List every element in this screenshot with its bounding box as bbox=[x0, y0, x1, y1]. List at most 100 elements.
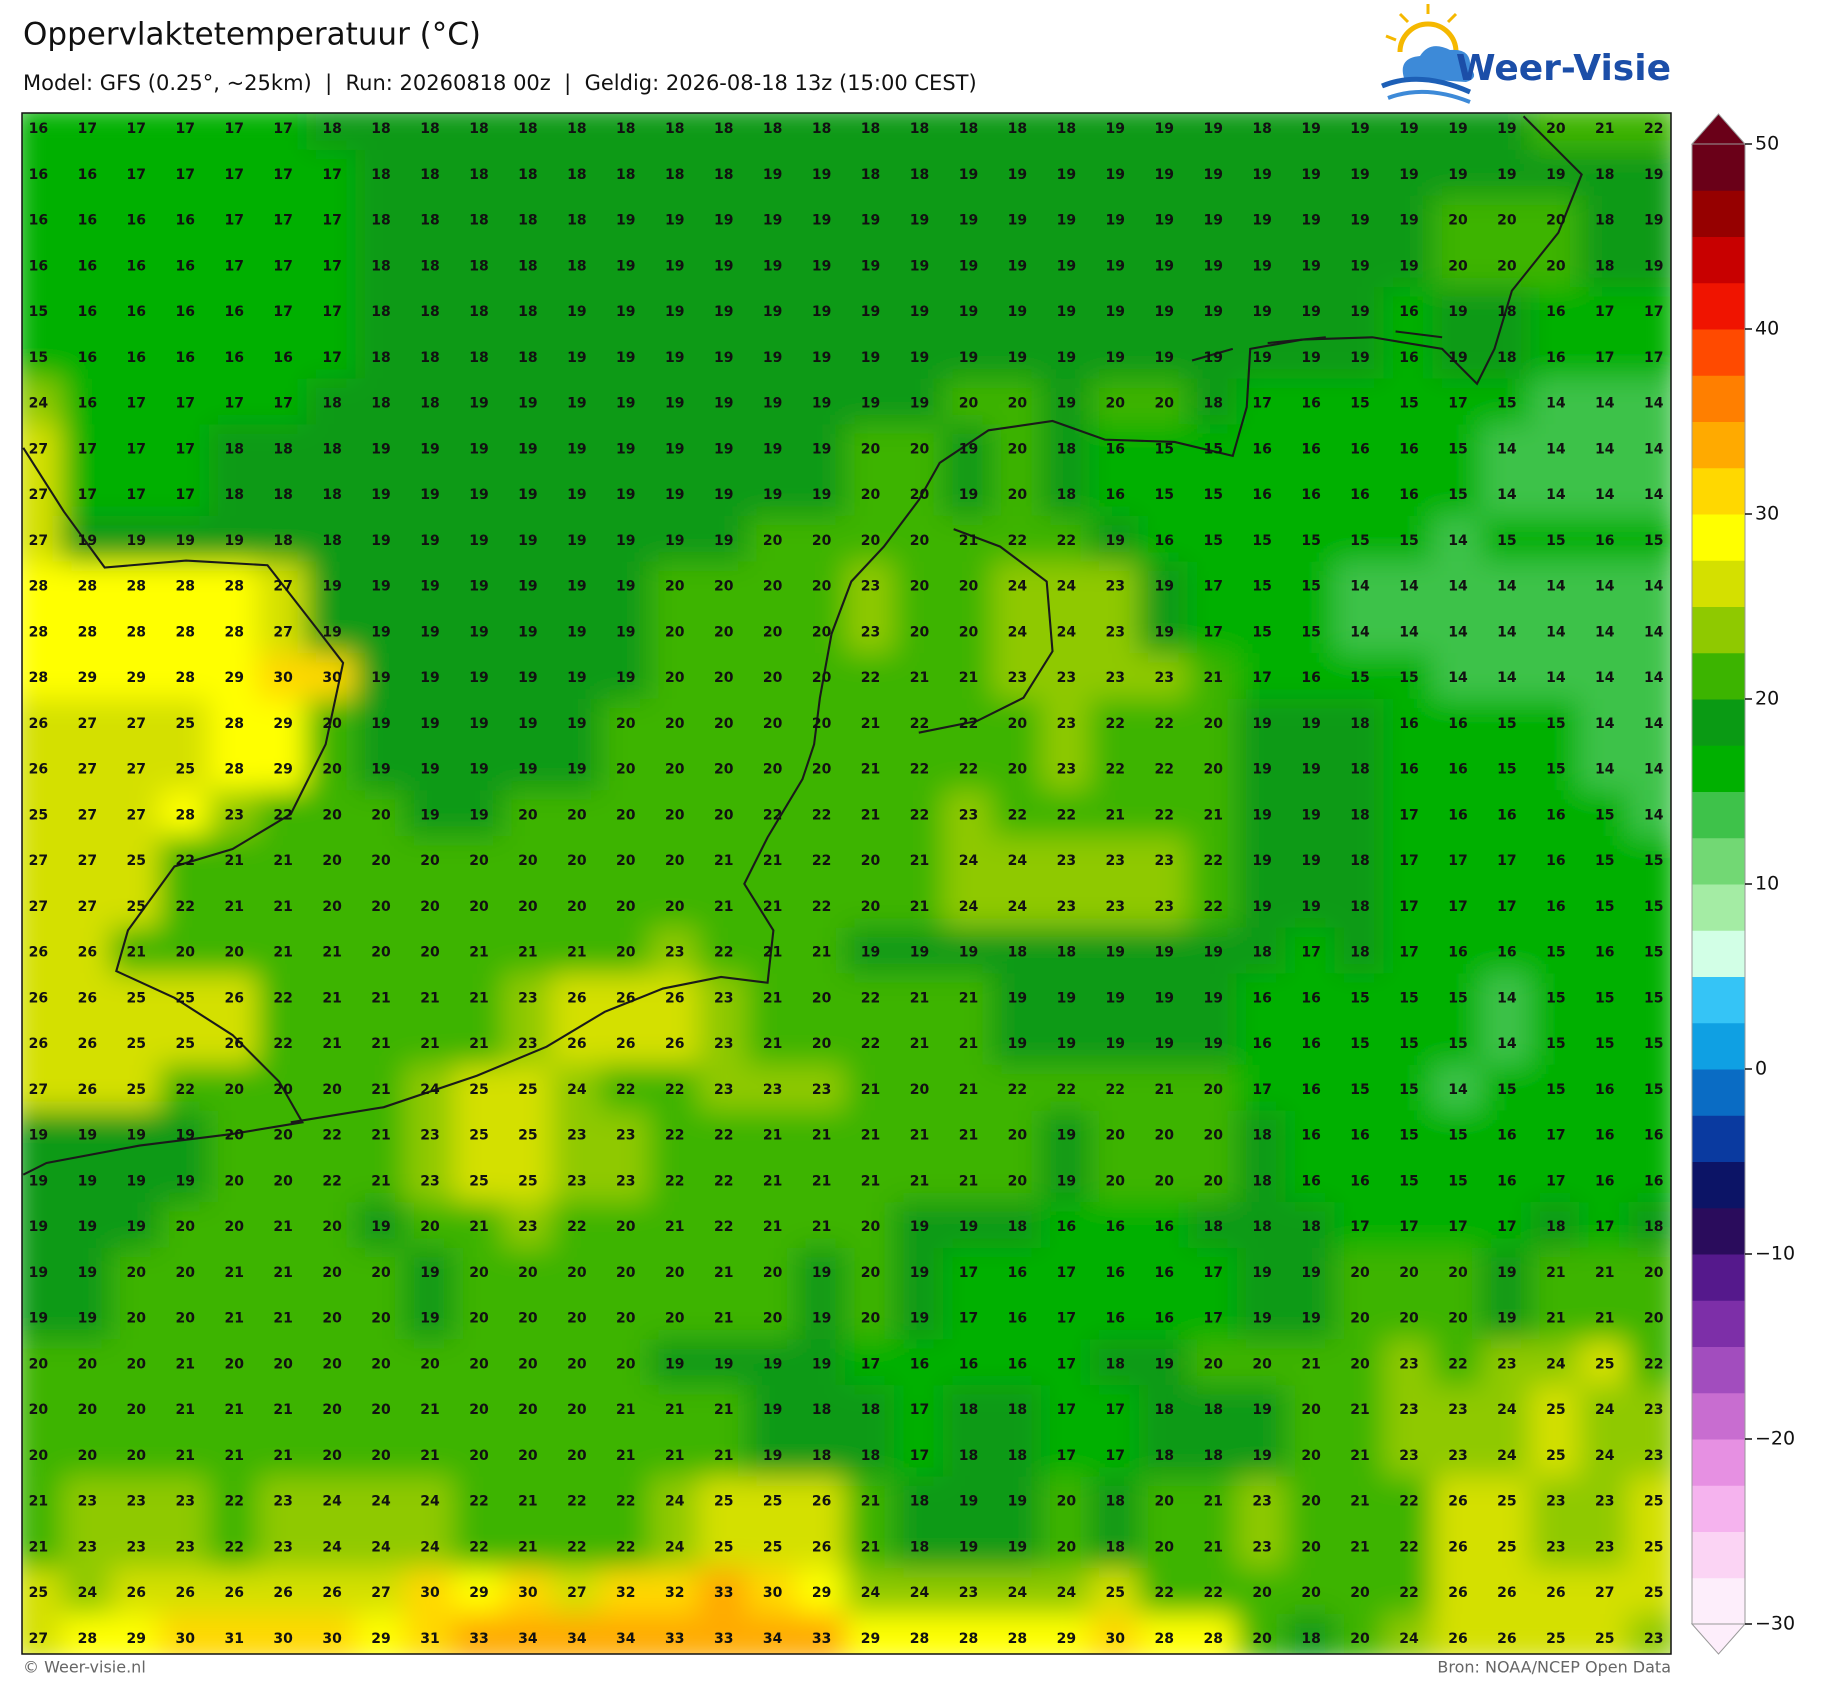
temperature-label: 25 bbox=[29, 1585, 48, 1601]
temperature-cell bbox=[110, 113, 162, 152]
colorbar-segment bbox=[1692, 1161, 1745, 1209]
temperature-cell bbox=[1432, 744, 1484, 793]
temperature-label: 24 bbox=[1008, 624, 1028, 640]
temperature-cell bbox=[796, 378, 848, 427]
temperature-cell bbox=[502, 744, 554, 793]
temperature-label: 18 bbox=[371, 258, 390, 274]
temperature-label: 18 bbox=[714, 121, 733, 137]
temperature-label: 17 bbox=[1057, 1265, 1076, 1281]
temperature-label: 21 bbox=[959, 670, 978, 686]
temperature-cell bbox=[61, 515, 113, 564]
temperature-label: 21 bbox=[1350, 1448, 1369, 1464]
temperature-cell bbox=[1628, 332, 1671, 381]
temperature-label: 22 bbox=[763, 807, 782, 823]
temperature-cell bbox=[404, 113, 456, 152]
temperature-cell bbox=[845, 561, 897, 610]
temperature-label: 20 bbox=[763, 1311, 783, 1327]
temperature-label: 25 bbox=[518, 1173, 537, 1189]
temperature-label: 20 bbox=[322, 1311, 342, 1327]
temperature-label: 24 bbox=[1595, 1402, 1615, 1418]
temperature-cell bbox=[1530, 332, 1582, 381]
temperature-cell bbox=[110, 836, 162, 884]
temperature-cell bbox=[1089, 332, 1141, 381]
temperature-cell bbox=[1481, 836, 1533, 884]
temperature-cell bbox=[1040, 470, 1092, 518]
temperature-label: 19 bbox=[812, 258, 831, 274]
temperature-label: 19 bbox=[616, 213, 635, 229]
temperature-label: 22 bbox=[812, 853, 831, 869]
temperature-label: 20 bbox=[1057, 1539, 1077, 1555]
temperature-cell bbox=[1040, 287, 1092, 335]
temperature-label: 28 bbox=[176, 624, 195, 640]
temperature-label: 27 bbox=[29, 1631, 48, 1647]
temperature-cell bbox=[991, 113, 1043, 152]
temperature-cell bbox=[502, 973, 554, 1022]
temperature-label: 27 bbox=[78, 853, 97, 869]
temperature-cell bbox=[1481, 744, 1533, 793]
temperature-cell bbox=[1383, 149, 1435, 198]
temperature-label: 21 bbox=[763, 1173, 782, 1189]
temperature-label: 20 bbox=[910, 624, 930, 640]
temperature-label: 16 bbox=[1155, 1265, 1174, 1281]
temperature-cell bbox=[502, 149, 554, 198]
temperature-label: 23 bbox=[1252, 1539, 1271, 1555]
temperature-label: 19 bbox=[1497, 1265, 1516, 1281]
temperature-label: 17 bbox=[224, 167, 243, 183]
temperature-label: 18 bbox=[812, 1402, 831, 1418]
temperature-label: 17 bbox=[176, 487, 195, 503]
temperature-label: 20 bbox=[763, 670, 783, 686]
temperature-cell bbox=[110, 515, 162, 564]
temperature-cell bbox=[894, 653, 945, 701]
temperature-label: 20 bbox=[910, 487, 930, 503]
temperature-label: 19 bbox=[1203, 1036, 1222, 1052]
temperature-cell bbox=[796, 1064, 848, 1113]
temperature-label: 19 bbox=[1301, 853, 1320, 869]
temperature-cell bbox=[355, 470, 407, 518]
temperature-label: 22 bbox=[959, 716, 978, 732]
colorbar-segment bbox=[1692, 745, 1745, 792]
colorbar-segment bbox=[1692, 652, 1745, 700]
temperature-cell bbox=[1579, 973, 1631, 1022]
temperature-cell bbox=[1138, 1064, 1190, 1113]
temperature-label: 18 bbox=[567, 167, 586, 183]
temperature-label: 25 bbox=[29, 807, 48, 823]
temperature-label: 23 bbox=[861, 624, 880, 640]
temperature-cell bbox=[991, 1064, 1043, 1113]
temperature-label: 18 bbox=[861, 121, 880, 137]
temperature-label: 20 bbox=[1301, 1494, 1321, 1510]
temperature-label: 14 bbox=[1399, 579, 1419, 595]
temperature-label: 20 bbox=[1448, 258, 1468, 274]
temperature-label: 19 bbox=[616, 533, 635, 549]
temperature-label: 21 bbox=[273, 1265, 292, 1281]
temperature-cell bbox=[502, 424, 554, 473]
temperature-cell bbox=[306, 927, 358, 976]
temperature-label: 20 bbox=[861, 441, 881, 457]
temperature-cell bbox=[1040, 241, 1092, 290]
temperature-label: 19 bbox=[420, 807, 439, 823]
temperature-cell bbox=[61, 195, 113, 244]
temperature-label: 19 bbox=[812, 396, 831, 412]
temperature-cell bbox=[894, 698, 945, 747]
temperature-label: 16 bbox=[1546, 350, 1565, 366]
temperature-label: 15 bbox=[1644, 899, 1663, 915]
temperature-cell bbox=[1138, 973, 1190, 1022]
temperature-cell bbox=[845, 515, 897, 564]
temperature-label: 19 bbox=[665, 441, 684, 457]
temperature-cell bbox=[698, 515, 750, 564]
temperature-label: 17 bbox=[1448, 1219, 1467, 1235]
temperature-cell bbox=[1236, 241, 1288, 290]
temperature-label: 25 bbox=[176, 990, 195, 1006]
temperature-cell bbox=[453, 1110, 505, 1159]
temperature-label: 24 bbox=[78, 1585, 98, 1601]
temperature-cell bbox=[991, 195, 1043, 244]
temperature-label: 23 bbox=[812, 1082, 831, 1098]
temperature-cell bbox=[1432, 607, 1484, 656]
temperature-label: 18 bbox=[959, 121, 978, 137]
temperature-cell bbox=[991, 698, 1043, 747]
temperature-label: 23 bbox=[518, 1219, 537, 1235]
temperature-label: 19 bbox=[714, 396, 733, 412]
temperature-cell bbox=[257, 973, 309, 1022]
temperature-label: 20 bbox=[322, 807, 342, 823]
colorbar-segment bbox=[1692, 467, 1745, 515]
temperature-label: 30 bbox=[176, 1631, 196, 1647]
